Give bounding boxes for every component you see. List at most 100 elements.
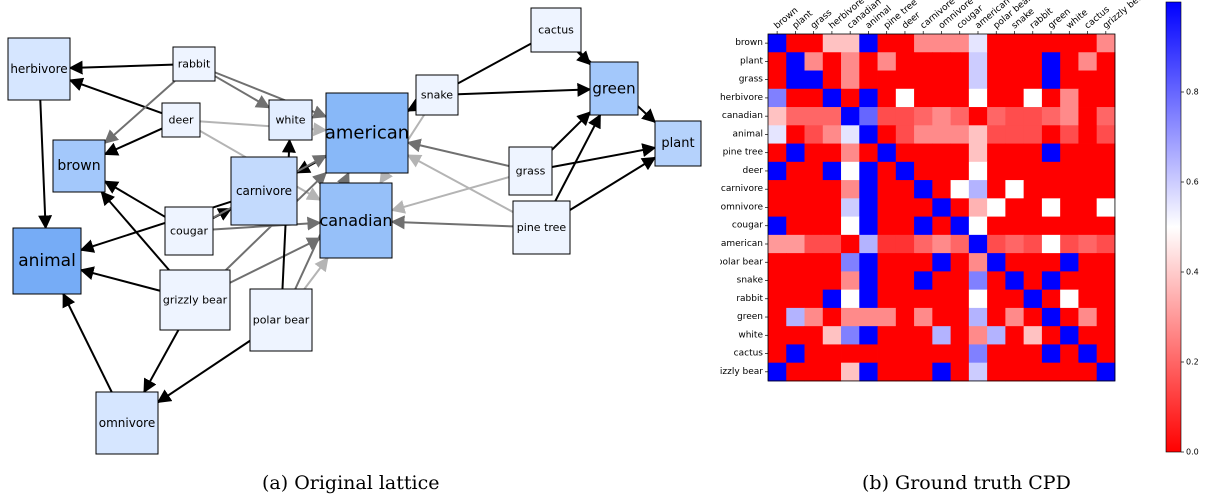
row-label-13: snake [737, 276, 764, 286]
cell-8-8 [914, 180, 933, 199]
cell-16-10 [950, 326, 970, 345]
cell-2-0 [768, 70, 787, 90]
cell-6-14 [1023, 143, 1043, 163]
cell-13-6 [877, 271, 897, 291]
edge-grass-to-green [551, 111, 591, 151]
cell-17-12 [987, 344, 1006, 364]
node-box-grizzly-bear [159, 269, 231, 331]
cell-8-11 [968, 180, 988, 199]
node-box-snake [415, 74, 459, 116]
node-cactus: cactus [530, 7, 582, 53]
cell-18-1 [786, 362, 805, 382]
cell-15-3 [822, 307, 842, 327]
cell-4-3 [822, 107, 842, 126]
node-cougar: cougar [164, 206, 214, 256]
cell-18-15 [1041, 362, 1061, 382]
cell-0-5 [859, 34, 878, 53]
edge-polar-bear-to-omnivore [156, 339, 251, 404]
cell-18-16 [1060, 362, 1079, 382]
cell-3-11 [968, 88, 988, 108]
node-snake: snake [415, 74, 459, 116]
cell-14-12 [987, 289, 1006, 309]
cell-12-3 [822, 253, 842, 272]
cell-5-13 [1005, 125, 1025, 144]
cell-4-12 [987, 107, 1006, 126]
cell-4-9 [932, 107, 951, 126]
node-box-deer [161, 102, 201, 138]
cell-8-12 [987, 180, 1006, 199]
row-label-8: carnivore [721, 184, 764, 194]
cell-4-1 [786, 107, 805, 126]
cell-15-10 [950, 307, 970, 327]
cell-7-6 [877, 161, 897, 181]
cell-5-18 [1096, 125, 1116, 144]
node-box-american [325, 92, 409, 174]
node-label-plant: plant [661, 136, 694, 151]
cell-5-4 [841, 125, 860, 144]
cell-8-18 [1096, 180, 1116, 199]
cell-17-13 [1005, 344, 1025, 364]
cell-3-15 [1041, 88, 1061, 108]
edge-deer-to-herbivore [68, 77, 163, 115]
row-label-12: polar bear [720, 257, 763, 267]
cell-7-15 [1041, 161, 1061, 181]
cell-17-15 [1041, 344, 1061, 364]
cell-18-18 [1096, 362, 1116, 382]
cell-15-8 [914, 307, 933, 327]
cell-13-5 [859, 271, 878, 291]
cell-11-18 [1096, 234, 1116, 254]
cell-0-4 [841, 34, 860, 53]
cell-16-14 [1023, 326, 1043, 345]
cell-3-16 [1060, 88, 1079, 108]
cell-16-4 [841, 326, 860, 345]
cell-6-13 [1005, 143, 1025, 163]
cell-9-13 [1005, 198, 1025, 217]
cell-2-16 [1060, 70, 1079, 90]
cell-12-2 [804, 253, 824, 272]
node-box-herbivore [7, 37, 71, 101]
cell-0-16 [1060, 34, 1079, 53]
cell-2-9 [932, 70, 951, 90]
node-polar-bear: polar bear [249, 288, 313, 352]
cell-12-14 [1023, 253, 1043, 272]
cell-16-15 [1041, 326, 1061, 345]
cell-5-3 [822, 125, 842, 144]
cell-16-1 [786, 326, 805, 345]
cell-1-2 [804, 52, 824, 71]
cell-9-9 [932, 198, 951, 217]
cell-12-0 [768, 253, 787, 272]
cell-1-12 [987, 52, 1006, 71]
cell-4-7 [895, 107, 915, 126]
node-grass: grass [508, 146, 553, 196]
cell-9-8 [914, 198, 933, 217]
cell-10-4 [841, 216, 860, 236]
cell-16-3 [822, 326, 842, 345]
cell-6-4 [841, 143, 860, 163]
cell-6-3 [822, 143, 842, 163]
cell-2-5 [859, 70, 878, 90]
cell-3-3 [822, 88, 842, 108]
cell-2-18 [1096, 70, 1116, 90]
cell-3-14 [1023, 88, 1043, 108]
node-box-canadian [319, 182, 393, 259]
cell-14-18 [1096, 289, 1116, 309]
cell-14-9 [932, 289, 951, 309]
cell-2-11 [968, 70, 988, 90]
cell-3-7 [895, 88, 915, 108]
cell-14-0 [768, 289, 787, 309]
cell-12-9 [932, 253, 951, 272]
cell-12-4 [841, 253, 860, 272]
cell-10-3 [822, 216, 842, 236]
cell-5-2 [804, 125, 824, 144]
cell-7-10 [950, 161, 970, 181]
lattice-diagram: herbivore rabbit deer brown white american sna… [7, 7, 702, 455]
cell-6-7 [895, 143, 915, 163]
cell-6-15 [1041, 143, 1061, 163]
col-label-18: grizzly bear [1101, 0, 1148, 31]
cell-7-2 [804, 161, 824, 181]
cell-1-15 [1041, 52, 1061, 71]
cpd-heatmap: brown plant grass herbivore canadian animal pi… [720, 0, 1199, 457]
node-label-brown: brown [57, 158, 100, 174]
cell-7-0 [768, 161, 787, 181]
cell-15-15 [1041, 307, 1061, 327]
